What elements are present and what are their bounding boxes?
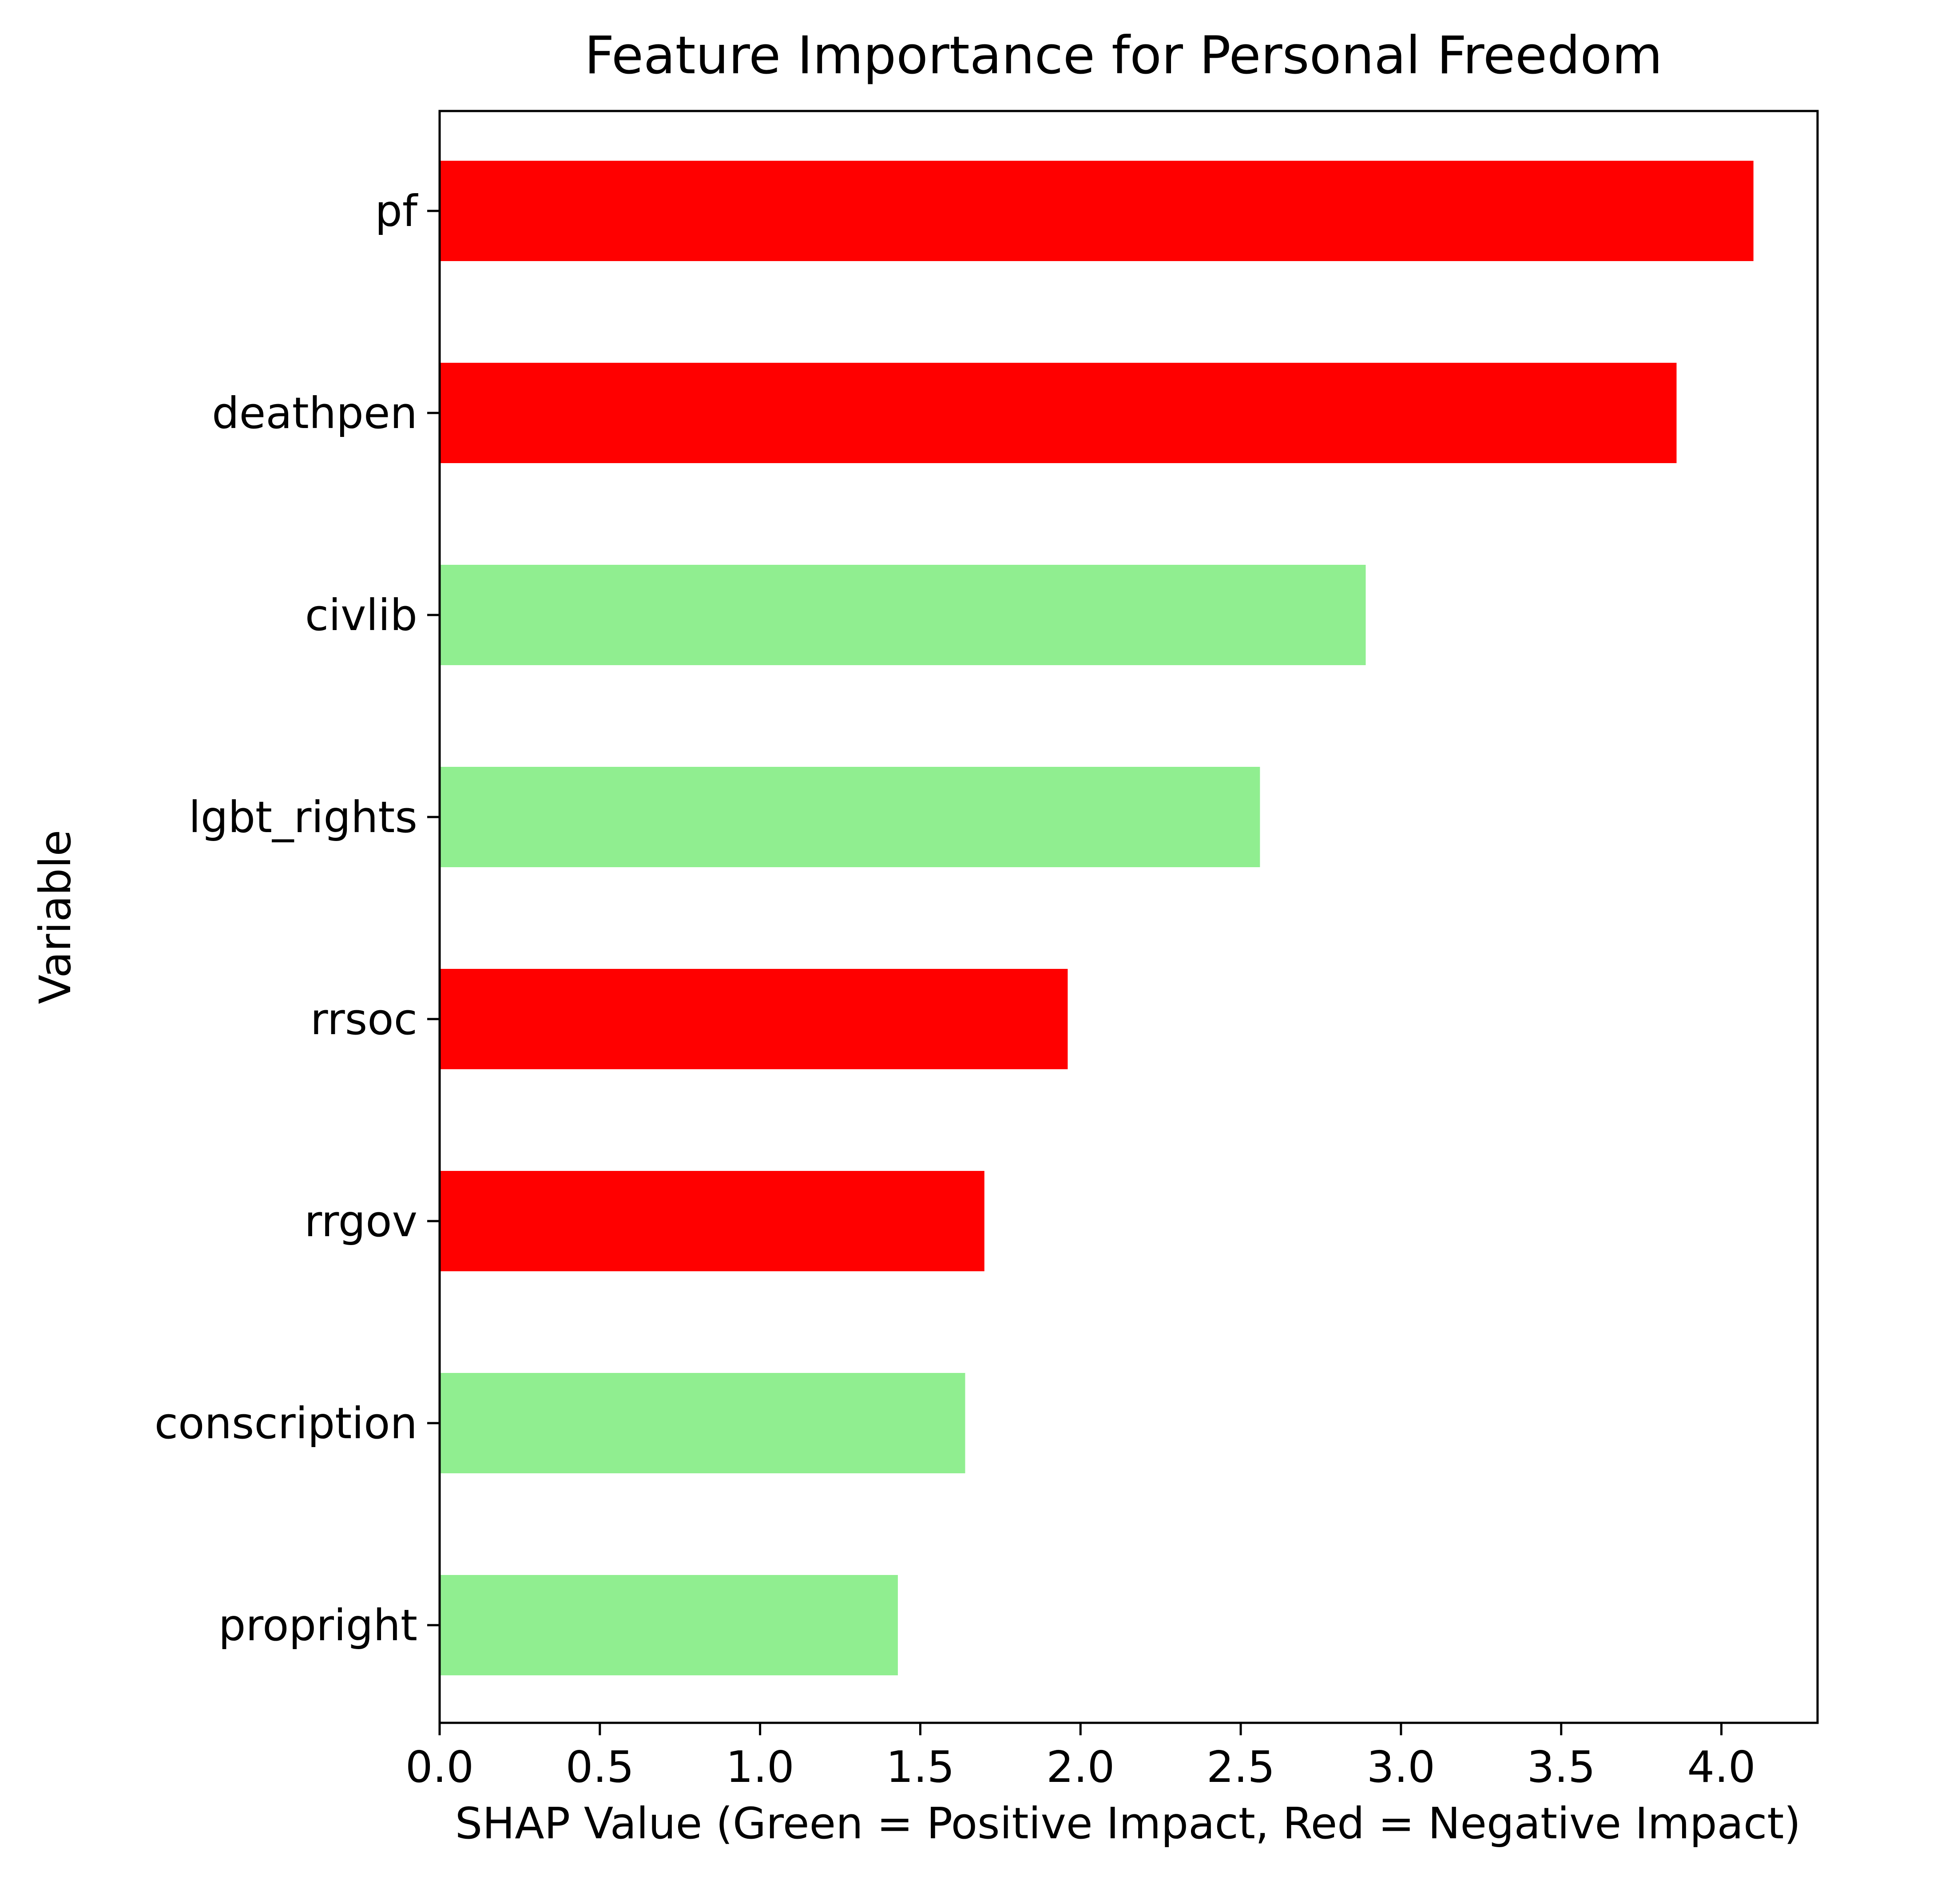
plot-frame [438,110,1819,1724]
x-tick-label: 1.0 [726,1742,794,1792]
x-tick-label: 0.0 [405,1742,474,1792]
y-tick-label-civlib: civlib [305,590,417,640]
bar-conscription [440,1373,965,1473]
x-tick-label: 2.0 [1046,1742,1115,1792]
bar-lgbt_rights [440,767,1260,867]
y-tick-label-lgbt_rights: lgbt_rights [189,792,417,842]
x-tick-label: 0.5 [566,1742,634,1792]
y-tick-label-rrsoc: rrsoc [310,994,417,1044]
y-tick-label-pf: pf [375,186,418,236]
x-tick-label: 2.5 [1207,1742,1275,1792]
chart-title: Feature Importance for Personal Freedom [584,25,1663,86]
y-axis-label: Variable [30,830,80,1004]
x-tick-label: 4.0 [1687,1742,1755,1792]
bar-rrsoc [440,969,1068,1069]
bars-layer [440,161,1754,1675]
y-tick-label-deathpen: deathpen [212,388,417,438]
bar-propright [440,1575,898,1675]
bar-rrgov [440,1171,984,1271]
x-axis-label: SHAP Value (Green = Positive Impact, Red… [455,1798,1801,1848]
y-tick-label-rrgov: rrgov [304,1196,417,1246]
y-tick-label-propright: propright [218,1600,417,1650]
x-tick-label: 3.0 [1367,1742,1435,1792]
bar-deathpen [440,363,1677,463]
bar-civlib [440,565,1366,665]
bar-pf [440,161,1754,261]
x-axis-ticks: 0.0 0.5 1.0 1.5 2.0 2.5 3.0 3.5 4.0 [405,1723,1756,1792]
x-tick-label: 1.5 [886,1742,954,1792]
y-tick-label-conscription: conscription [155,1398,417,1448]
x-tick-label: 3.5 [1527,1742,1596,1792]
